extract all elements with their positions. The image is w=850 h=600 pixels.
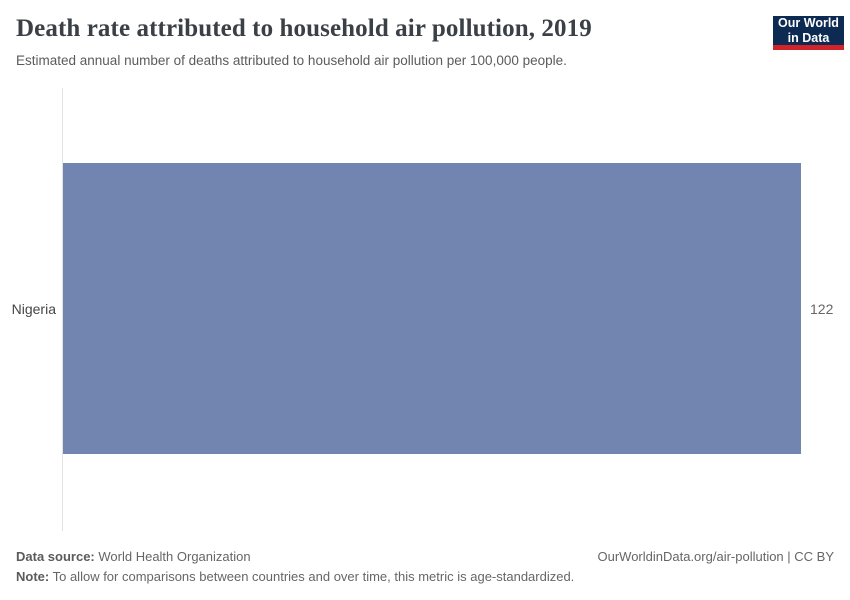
license-link[interactable]: OurWorldinData.org/air-pollution | CC BY [597, 549, 834, 564]
data-source-value: World Health Organization [98, 549, 251, 564]
data-source-line: Data source: World Health Organization [16, 547, 251, 567]
note-label: Note: [16, 569, 50, 584]
chart-subtitle: Estimated annual number of deaths attrib… [16, 53, 567, 68]
chart-title: Death rate attributed to household air p… [16, 15, 592, 42]
owid-logo-line2: in Data [787, 30, 830, 45]
note-value: To allow for comparisons between countri… [52, 569, 575, 584]
footer-line-1: Data source: World Health Organization O… [16, 547, 834, 567]
owid-logo[interactable]: Our World in Data [773, 16, 844, 50]
y-axis-line [62, 88, 63, 531]
footer-line-2: Note: To allow for comparisons between c… [16, 567, 834, 587]
bar-category-label: Nigeria [11, 301, 56, 317]
owid-logo-line1: Our World [778, 16, 839, 30]
bar-nigeria[interactable] [63, 163, 801, 454]
bar-value-label: 122 [810, 300, 834, 317]
note-line: Note: To allow for comparisons between c… [16, 567, 574, 587]
bar-track: 122 [63, 163, 833, 454]
chart-footer: Data source: World Health Organization O… [16, 547, 834, 587]
data-source-label: Data source: [16, 549, 95, 564]
